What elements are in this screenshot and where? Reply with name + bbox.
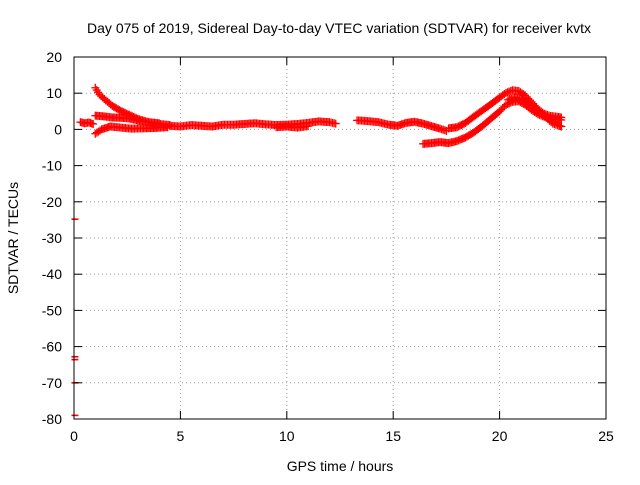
x-tick-label: 25 <box>598 428 614 444</box>
data-point <box>557 113 566 122</box>
y-tick-label: -10 <box>42 158 62 174</box>
y-tick-label: -20 <box>42 194 62 210</box>
y-tick-label: 20 <box>46 49 62 65</box>
x-tick-label: 5 <box>177 428 185 444</box>
x-tick-label: 20 <box>492 428 508 444</box>
data-point <box>89 119 98 128</box>
series-arc-4 <box>91 122 172 138</box>
y-tick-label: -60 <box>42 339 62 355</box>
y-tick-label: -40 <box>42 266 62 282</box>
y-tick-label: 10 <box>46 85 62 101</box>
x-tick-label: 0 <box>70 428 78 444</box>
data-layer <box>71 83 566 417</box>
data-point <box>557 122 566 131</box>
grid-layer <box>74 57 606 419</box>
y-tick-label: -70 <box>42 375 62 391</box>
x-tick-label: 10 <box>279 428 295 444</box>
y-tick-label: -50 <box>42 302 62 318</box>
series-arc-7 <box>353 116 451 135</box>
data-point <box>331 119 340 128</box>
x-tick-label: 15 <box>385 428 401 444</box>
y-tick-label: -30 <box>42 230 62 246</box>
y-axis-title: SDTVAR / TECUs <box>5 182 21 294</box>
chart-title: Day 075 of 2019, Sidereal Day-to-day VTE… <box>87 20 591 36</box>
series-arc-6 <box>272 122 313 132</box>
series-arc-1 <box>76 118 98 128</box>
y-tick-label: 0 <box>54 121 62 137</box>
series-arc-10 <box>504 93 566 131</box>
series-arc-5 <box>165 117 340 131</box>
data-point <box>304 122 313 131</box>
series-outliers <box>71 218 79 417</box>
series-arc-3 <box>91 111 164 128</box>
x-axis-title: GPS time / hours <box>287 458 394 474</box>
tick-layer: 20 10 0 -10 -20 -30 -40 -50 -60 -70 -80 0 5 10 15 20 25 <box>42 49 614 444</box>
y-tick-label: -80 <box>42 411 62 427</box>
